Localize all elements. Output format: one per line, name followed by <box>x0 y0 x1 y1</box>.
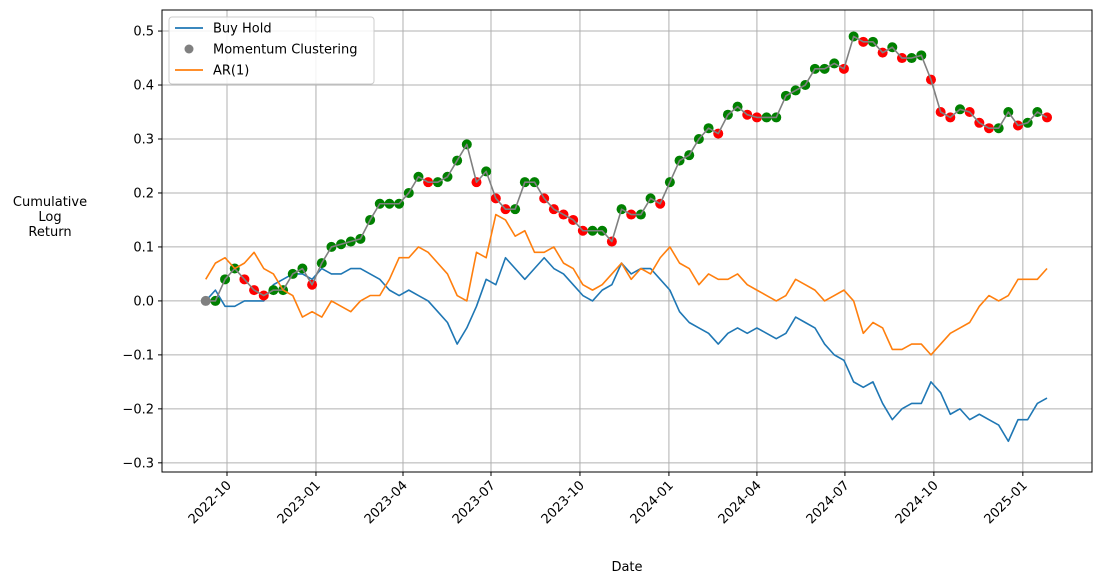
x-tick-label: 2024-04 <box>716 478 765 527</box>
grid-lines <box>162 10 1092 472</box>
series-line <box>205 213 1048 356</box>
x-axis-ticks: 2022-10 2023-01 2023-04 2023-07 2023-10 2024-… <box>186 472 1031 527</box>
series-momentum-clustering <box>200 31 1053 306</box>
y-tick-label: 0.0 <box>133 294 154 309</box>
legend-box <box>168 16 375 85</box>
legend-label: Momentum Clustering <box>213 43 357 58</box>
x-tick-label: 2023-07 <box>450 478 499 527</box>
y-axis-label-line: Return <box>28 225 71 240</box>
legend: Buy Hold Momentum Clustering AR(1) <box>168 16 375 85</box>
y-tick-label: 0.5 <box>133 25 154 40</box>
x-axis-label: Date <box>611 560 642 575</box>
x-tick-label: 2023-04 <box>362 478 411 527</box>
y-tick-label: −0.1 <box>122 348 154 363</box>
x-tick-label: 2022-10 <box>186 478 235 527</box>
y-tick-label: 0.3 <box>133 132 154 147</box>
y-tick-label: 0.4 <box>133 79 154 94</box>
y-tick-label: −0.3 <box>122 456 154 471</box>
x-tick-label: 2023-10 <box>539 478 588 527</box>
legend-marker-icon <box>184 44 194 54</box>
series-layer <box>200 31 1053 443</box>
y-axis-ticks: −0.3 −0.2 −0.1 0.0 0.1 0.2 0.3 0.4 0.5 <box>122 25 162 471</box>
x-tick-label: 2024-07 <box>804 478 853 527</box>
y-axis-label: Cumulative Log Return <box>13 195 87 240</box>
legend-label: Buy Hold <box>213 22 272 37</box>
y-axis-label-line: Log <box>38 210 61 225</box>
x-tick-label: 2024-10 <box>893 478 942 527</box>
series-ar-1- <box>205 213 1048 356</box>
x-tick-label: 2024-01 <box>628 478 677 527</box>
series-line <box>205 256 1048 443</box>
legend-label: AR(1) <box>213 64 249 79</box>
x-tick-label: 2023-01 <box>275 478 324 527</box>
plot-frame <box>161 9 1093 473</box>
series-buy-hold <box>205 256 1048 443</box>
series-line <box>205 35 1048 302</box>
y-tick-label: 0.2 <box>133 186 154 201</box>
x-tick-label: 2025-01 <box>982 478 1031 527</box>
y-axis-label-line: Cumulative <box>13 195 87 210</box>
y-tick-label: −0.2 <box>122 402 154 417</box>
y-tick-label: 0.1 <box>133 240 154 255</box>
